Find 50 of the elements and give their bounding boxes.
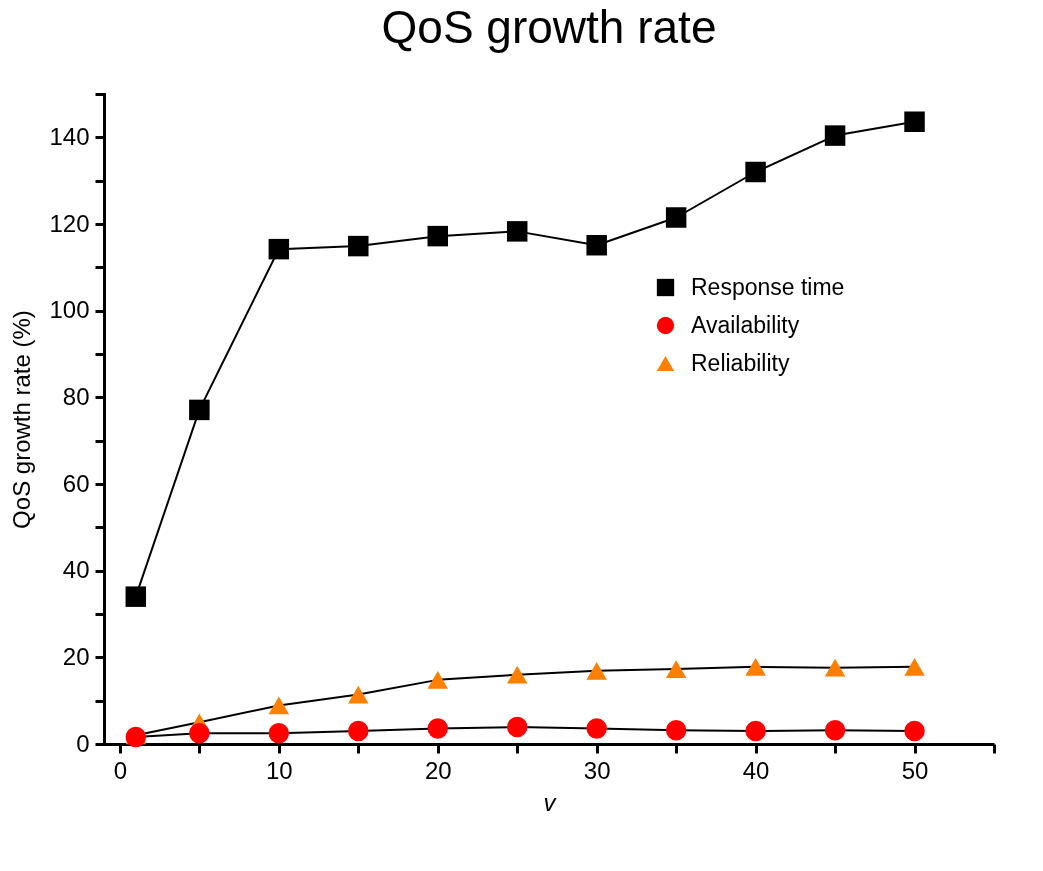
legend-label: Response time	[691, 273, 845, 300]
point	[506, 221, 528, 242]
point	[268, 238, 290, 260]
y-tick-label: 100	[49, 296, 90, 324]
y-tick-label: 80	[62, 382, 90, 410]
point	[586, 718, 607, 739]
point	[348, 235, 369, 257]
x-axis-title: v	[543, 788, 558, 816]
point	[586, 661, 607, 680]
point	[189, 722, 210, 744]
point	[665, 660, 687, 678]
point	[427, 718, 448, 739]
point	[904, 720, 925, 742]
x-tick-label: 0	[113, 756, 128, 784]
x-tick-label: 50	[901, 756, 929, 784]
point	[745, 657, 766, 676]
point	[348, 685, 369, 704]
chart-title: QoS growth rate	[381, 0, 717, 53]
point	[348, 720, 369, 742]
x-tick-label: 40	[742, 756, 770, 784]
legend-label: Availability	[691, 311, 800, 338]
point	[665, 719, 687, 741]
point	[904, 111, 925, 132]
point	[268, 696, 290, 715]
y-axis-title: QoS growth rate (%)	[8, 310, 36, 529]
y-tick-label: 20	[62, 642, 90, 670]
point	[745, 161, 766, 183]
point	[824, 719, 846, 741]
x-tick-label: 30	[583, 756, 611, 784]
point	[904, 657, 925, 676]
point	[665, 207, 687, 228]
x-tick-label: 20	[424, 756, 452, 784]
y-tick-label: 120	[49, 209, 90, 237]
y-tick-label: 0	[76, 729, 90, 757]
y-tick-label: 60	[62, 469, 90, 497]
x-tick-label: 10	[265, 756, 293, 784]
point	[745, 720, 766, 742]
point	[586, 234, 607, 256]
point	[427, 670, 448, 689]
y-tick-label: 140	[49, 122, 90, 150]
y-tick-label: 40	[62, 556, 90, 584]
point	[125, 586, 147, 607]
point	[189, 399, 210, 421]
point	[427, 225, 448, 247]
point	[824, 125, 846, 146]
point	[824, 658, 846, 677]
point	[506, 665, 528, 684]
legend-label: Reliability	[691, 349, 790, 376]
point	[268, 722, 290, 744]
point	[506, 716, 528, 738]
